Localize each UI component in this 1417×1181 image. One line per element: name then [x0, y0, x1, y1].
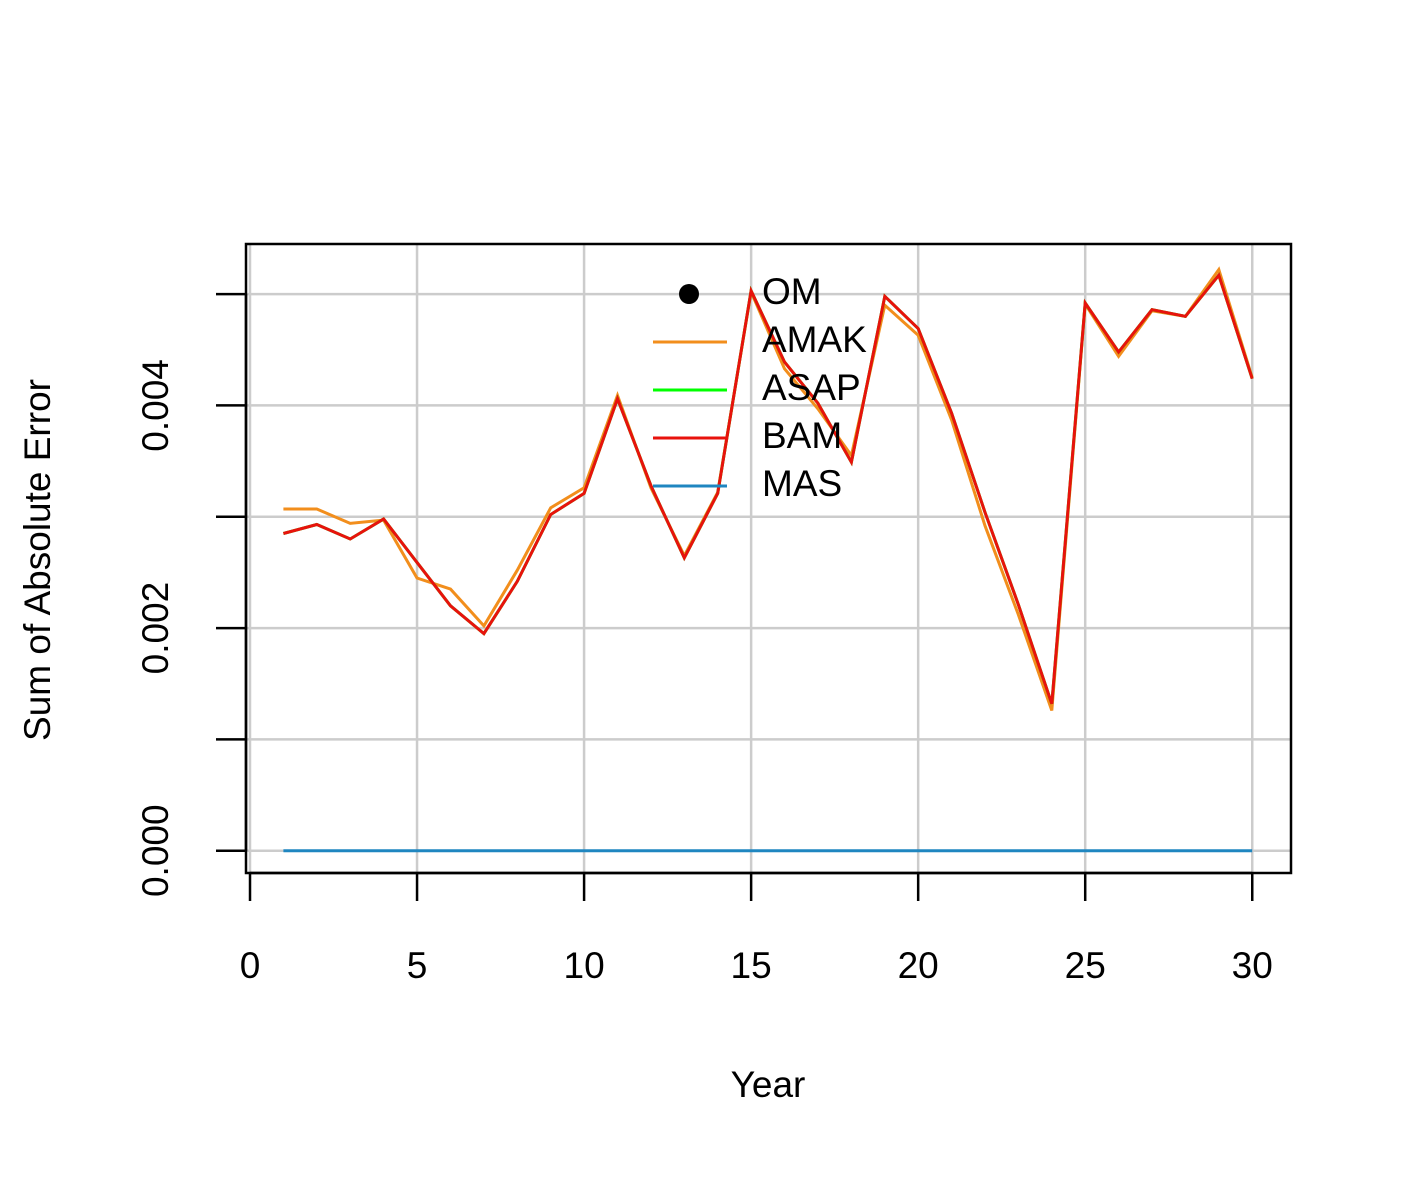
x-tick-label: 15	[731, 945, 772, 986]
x-tick-label: 10	[564, 945, 605, 986]
y-tick-label: 0.000	[135, 804, 176, 897]
legend-label: MAS	[762, 463, 842, 504]
x-tick-label: 30	[1232, 945, 1273, 986]
x-axis-title: Year	[731, 1064, 806, 1105]
legend-label: AMAK	[762, 319, 867, 360]
x-tick-label: 20	[898, 945, 939, 986]
y-axis-title: Sum of Absolute Error	[17, 379, 58, 741]
x-tick-label: 5	[407, 945, 428, 986]
legend-label: OM	[762, 271, 822, 312]
x-tick-label: 0	[240, 945, 261, 986]
y-tick-label: 0.004	[135, 359, 176, 452]
y-tick-label: 0.002	[135, 582, 176, 675]
legend-label: BAM	[762, 415, 842, 456]
series-line	[283, 272, 1254, 705]
legend-marker	[679, 284, 699, 304]
x-tick-label: 25	[1065, 945, 1106, 986]
legend-label: ASAP	[762, 367, 861, 408]
